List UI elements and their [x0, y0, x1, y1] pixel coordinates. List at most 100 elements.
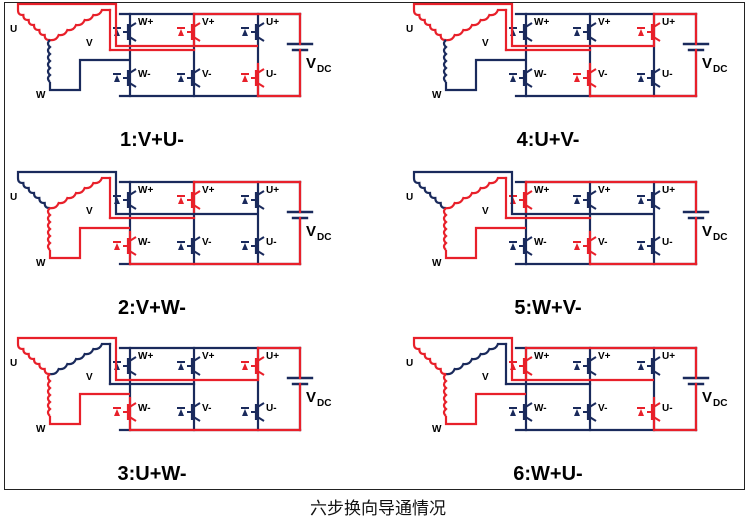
switch-label-Vplus: V+ [598, 351, 611, 362]
winding-w [442, 39, 448, 83]
vdc-subscript: DC [713, 232, 727, 243]
winding-u [16, 177, 51, 210]
vdc-label: V [702, 223, 712, 240]
switch-Vminus [177, 236, 201, 256]
switch-label-Wplus: W+ [138, 17, 153, 28]
phase-lead-w [48, 226, 130, 260]
switch-label-Vplus: V+ [202, 185, 215, 196]
switch-Wminus [509, 68, 533, 88]
phase-lead-u [16, 170, 258, 216]
switch-label-Wminus: W- [534, 237, 547, 248]
switch-Vminus [177, 68, 201, 88]
switch-Vminus [573, 402, 597, 422]
phase-lead-w [48, 392, 130, 426]
step-title-step-1: 1:V+U- [120, 129, 184, 151]
switch-label-Uplus: U+ [266, 185, 279, 196]
step-title-step-2: 2:V+W- [118, 297, 186, 319]
switch-Wminus [509, 236, 533, 256]
winding-w [442, 207, 448, 251]
switch-Vplus [573, 356, 597, 376]
switch-Vminus [177, 402, 201, 422]
switch-label-Uplus: U+ [662, 351, 675, 362]
switch-label-Vplus: V+ [598, 185, 611, 196]
phase-lead-w [444, 58, 526, 92]
switch-Uplus [241, 356, 265, 376]
winding-w [46, 39, 52, 83]
switch-label-Vminus: V- [598, 403, 607, 414]
switch-Uplus [637, 190, 661, 210]
switch-Vplus [573, 22, 597, 42]
winding-w [442, 373, 448, 417]
switch-Uplus [241, 190, 265, 210]
switch-label-Uminus: U- [662, 403, 673, 414]
switch-label-Wplus: W+ [534, 351, 549, 362]
winding-label-w: W [36, 424, 46, 435]
figure-frame [4, 2, 745, 490]
switch-label-Uplus: U+ [266, 17, 279, 28]
winding-label-v: V [86, 206, 93, 217]
winding-v [49, 343, 104, 376]
switch-label-Vminus: V- [598, 69, 607, 80]
winding-u [412, 177, 447, 210]
switch-label-Uplus: U+ [266, 351, 279, 362]
switch-label-Uminus: U- [662, 69, 673, 80]
winding-label-u: U [406, 24, 413, 35]
switch-label-Vminus: V- [202, 69, 211, 80]
switch-Uplus [637, 356, 661, 376]
switch-label-Vminus: V- [202, 237, 211, 248]
switch-Vplus [177, 22, 201, 42]
phase-lead-u [412, 336, 654, 382]
switch-Uminus [241, 402, 265, 422]
switch-label-Uminus: U- [266, 69, 277, 80]
winding-v [49, 177, 104, 210]
winding-label-v: V [482, 372, 489, 383]
switch-Vminus [573, 68, 597, 88]
winding-label-v: V [482, 38, 489, 49]
switch-label-Wplus: W+ [534, 185, 549, 196]
switch-Wminus [113, 402, 137, 422]
winding-w [46, 373, 52, 417]
vdc-subscript: DC [713, 398, 727, 409]
switch-Uminus [241, 236, 265, 256]
winding-v [49, 9, 104, 42]
switch-Uplus [241, 22, 265, 42]
phase-lead-w [48, 58, 130, 92]
phase-lead-u [412, 170, 654, 216]
switch-label-Wminus: W- [534, 403, 547, 414]
winding-label-v: V [86, 38, 93, 49]
phase-lead-u [412, 2, 654, 48]
switch-label-Vplus: V+ [598, 17, 611, 28]
winding-u [16, 9, 51, 42]
step-title-step-4: 4:U+V- [517, 129, 580, 151]
switch-Vminus [573, 236, 597, 256]
switch-label-Wminus: W- [534, 69, 547, 80]
winding-u [412, 343, 447, 376]
winding-label-u: U [10, 24, 17, 35]
winding-v [445, 9, 500, 42]
switch-Vplus [177, 356, 201, 376]
switch-Wminus [113, 68, 137, 88]
switch-label-Wplus: W+ [138, 351, 153, 362]
winding-label-u: U [10, 358, 17, 369]
phase-lead-w [444, 226, 526, 260]
winding-w [46, 207, 52, 251]
switch-Uplus [637, 22, 661, 42]
switch-label-Wplus: W+ [534, 17, 549, 28]
switch-Uminus [637, 236, 661, 256]
vdc-subscript: DC [317, 232, 331, 243]
winding-label-w: W [432, 90, 442, 101]
vdc-label: V [702, 55, 712, 72]
switch-Vplus [573, 190, 597, 210]
vdc-label: V [702, 389, 712, 406]
switch-label-Wminus: W- [138, 69, 151, 80]
winding-u [412, 9, 447, 42]
switch-Uminus [241, 68, 265, 88]
winding-label-v: V [482, 206, 489, 217]
switch-label-Vplus: V+ [202, 351, 215, 362]
